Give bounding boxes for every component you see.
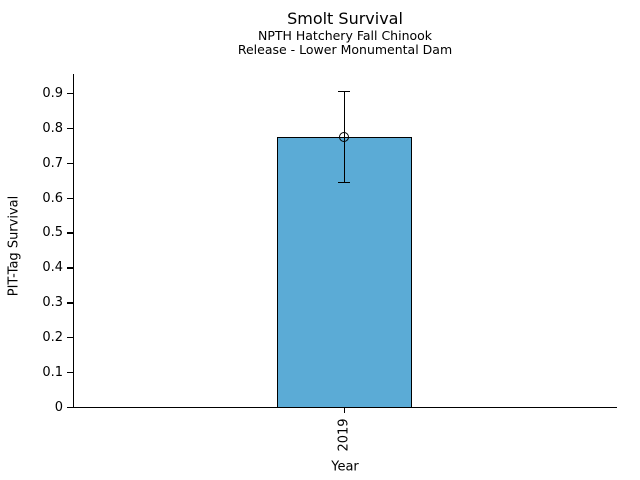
error-bar-cap-top [338,91,350,93]
y-tick-mark [67,127,73,130]
y-tick-label: 0.7 [42,155,63,171]
y-tick-mark [67,197,73,199]
x-tick-label: 2019 [336,418,352,452]
y-tick-label: 0 [54,400,63,415]
y-tick-label: 0.9 [42,85,63,101]
y-tick-label: 0.1 [42,365,63,381]
y-tick-label: 0.5 [42,225,63,241]
y-axis-label: PIT-Tag Survival [6,195,22,297]
y-tick-mark [67,337,73,339]
point-marker-circle-icon [338,131,349,142]
error-bar-cap-bottom [338,181,350,184]
plot-area: 0 0.1 0.2 0.3 0.4 0.5 0.6 0.7 0.8 0.9 2019 [42,74,617,452]
y-tick-mark [67,372,73,374]
y-tick-mark [67,232,73,234]
y-tick-label: 0.3 [42,295,63,311]
y-tick-label: 0.4 [42,260,63,276]
y-tick-label: 0.8 [42,120,63,136]
chart-subtitle-line2: Release - Lower Monumental Dam [237,42,453,57]
y-tick-label: 0.2 [42,330,63,346]
y-tick-mark [67,267,73,269]
chart-title: Smolt Survival [287,9,403,28]
y-tick-label: 0.6 [42,190,63,206]
x-tick-mark [343,408,345,413]
y-tick-mark [67,162,73,164]
x-axis-label: Year [331,459,359,475]
y-axis-line [73,74,75,408]
chart-subtitle-line1: NPTH Hatchery Fall Chinook [257,28,433,43]
y-tick-mark [67,407,73,409]
y-tick-mark [67,92,73,95]
y-tick-mark [67,302,73,304]
